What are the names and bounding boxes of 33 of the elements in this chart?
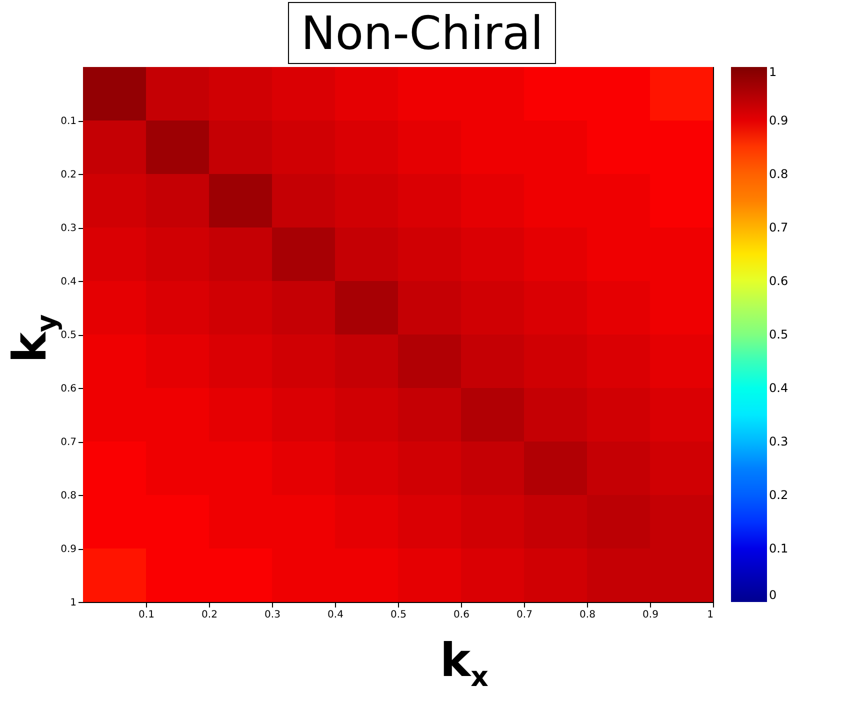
chart-title: Non-Chiral [288,2,556,64]
color-bar-label: 0.5 [769,328,788,342]
y-tick-label: 0.9 [60,544,76,555]
y-tick-label: 0.1 [60,116,76,127]
y-tick-label: 0.4 [60,276,76,288]
x-tick-label: 0.7 [516,610,532,620]
x-tick-label: 0.3 [264,610,280,620]
x-tick-label: 0.5 [390,610,406,620]
color-bar-label: 0.2 [769,488,788,502]
color-bar-label: 0.7 [769,220,788,234]
color-bar-label: 0.1 [769,542,788,556]
y-tick-label: 1 [70,598,76,608]
x-tick-label: 0.1 [138,610,154,620]
y-tick-label: 0.3 [60,223,76,234]
color-bar-label: 0.9 [769,114,788,128]
color-bar-label: 0.8 [769,167,788,181]
y-tick-label: 0.2 [60,170,76,180]
y-tick-label: 0.7 [60,437,76,448]
x-tick-label: 0.6 [454,610,470,620]
x-tick-label: 0.4 [328,610,344,620]
x-tick-label: 0.9 [642,610,658,620]
y-tick-label: 0.6 [60,384,76,394]
color-bar-label: 0.4 [769,381,788,395]
color-bar-label: 1 [769,65,777,79]
color-bar-label: 0.3 [769,434,788,448]
y-tick-label: 0.8 [60,490,76,502]
y-tick-label: 0.5 [60,330,76,341]
x-tick-label: 0.8 [580,610,596,620]
x-tick-label: 0.2 [202,610,218,620]
x-tick-label: 1 [707,610,714,620]
color-bar-label: 0 [769,588,777,602]
x-axis-title: k$_{x}$ [440,632,488,696]
color-bar-label: 0.6 [769,274,788,288]
